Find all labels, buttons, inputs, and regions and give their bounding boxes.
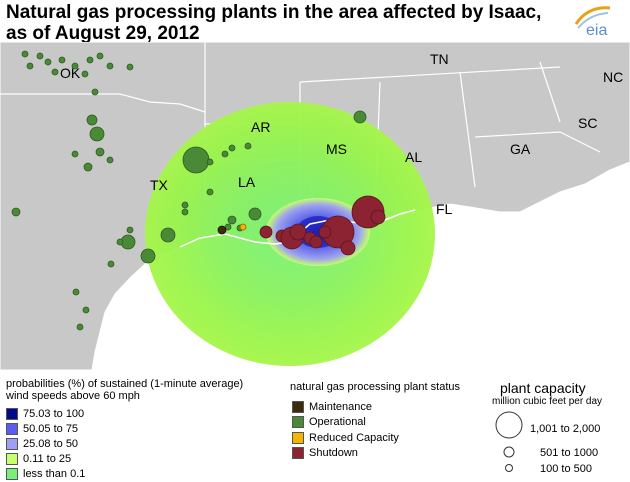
state-label-la: LA (238, 174, 256, 190)
eia-logo-icon: eia (574, 6, 611, 39)
state-label-al: AL (405, 149, 422, 165)
wind-legend-title-2: wind speeds above 60 mph (6, 390, 140, 402)
state-label-fl: FL (436, 201, 453, 217)
hurricane-map: OK TN NC AR SC MS AL GA TX LA FL (0, 42, 630, 370)
status-legend-item: Shutdown (292, 446, 490, 462)
logo-text: eia (586, 22, 607, 39)
capacity-legend-item: 1,001 to 2,000 (530, 423, 601, 435)
state-label-tx: TX (150, 177, 169, 193)
capacity-circles (495, 411, 523, 472)
shutdown-plants (259, 195, 386, 256)
capacity-legend-subtitle: million cubic feet per day (492, 396, 603, 407)
status-legend-item: Operational (292, 415, 490, 431)
plant-status-legend: natural gas processing plant status Main… (290, 381, 490, 461)
status-legend-item: Maintenance (292, 399, 490, 415)
title-line-1: Natural gas processing plants in the are… (6, 2, 542, 23)
wind-probability-legend: probabilities (%) of sustained (1-minute… (6, 378, 291, 481)
state-label-sc: SC (578, 115, 597, 131)
title-line-2: as of August 29, 2012 (6, 23, 200, 44)
wind-legend-item: 25.08 to 50 (6, 436, 291, 451)
status-legend-title: natural gas processing plant status (290, 381, 460, 393)
plant-capacity-legend: plant capacity million cubic feet per da… (492, 380, 630, 476)
state-label-ga: GA (510, 141, 531, 157)
wind-legend-item: less than 0.1 (6, 466, 291, 481)
wind-legend-item: 75.03 to 100 (6, 406, 291, 421)
wind-legend-item: 0.11 to 25 (6, 451, 291, 466)
capacity-legend-item: 501 to 1000 (540, 447, 599, 459)
reduced-capacity-plant (239, 223, 247, 231)
wind-legend-title-1: probabilities (%) of sustained (1-minute… (6, 378, 244, 390)
map-title: Natural gas processing plants in the are… (6, 2, 546, 44)
wind-legend-item: 50.05 to 75 (6, 421, 291, 436)
status-legend-item: Reduced Capacity (292, 430, 490, 446)
capacity-legend-title: plant capacity (500, 380, 586, 396)
state-label-nc: NC (603, 69, 623, 85)
capacity-legend-item: 100 to 500 (540, 463, 592, 475)
state-label-ms: MS (326, 141, 347, 157)
maintenance-plant (217, 225, 227, 235)
state-label-ar: AR (251, 119, 270, 135)
state-label-tn: TN (430, 51, 449, 67)
